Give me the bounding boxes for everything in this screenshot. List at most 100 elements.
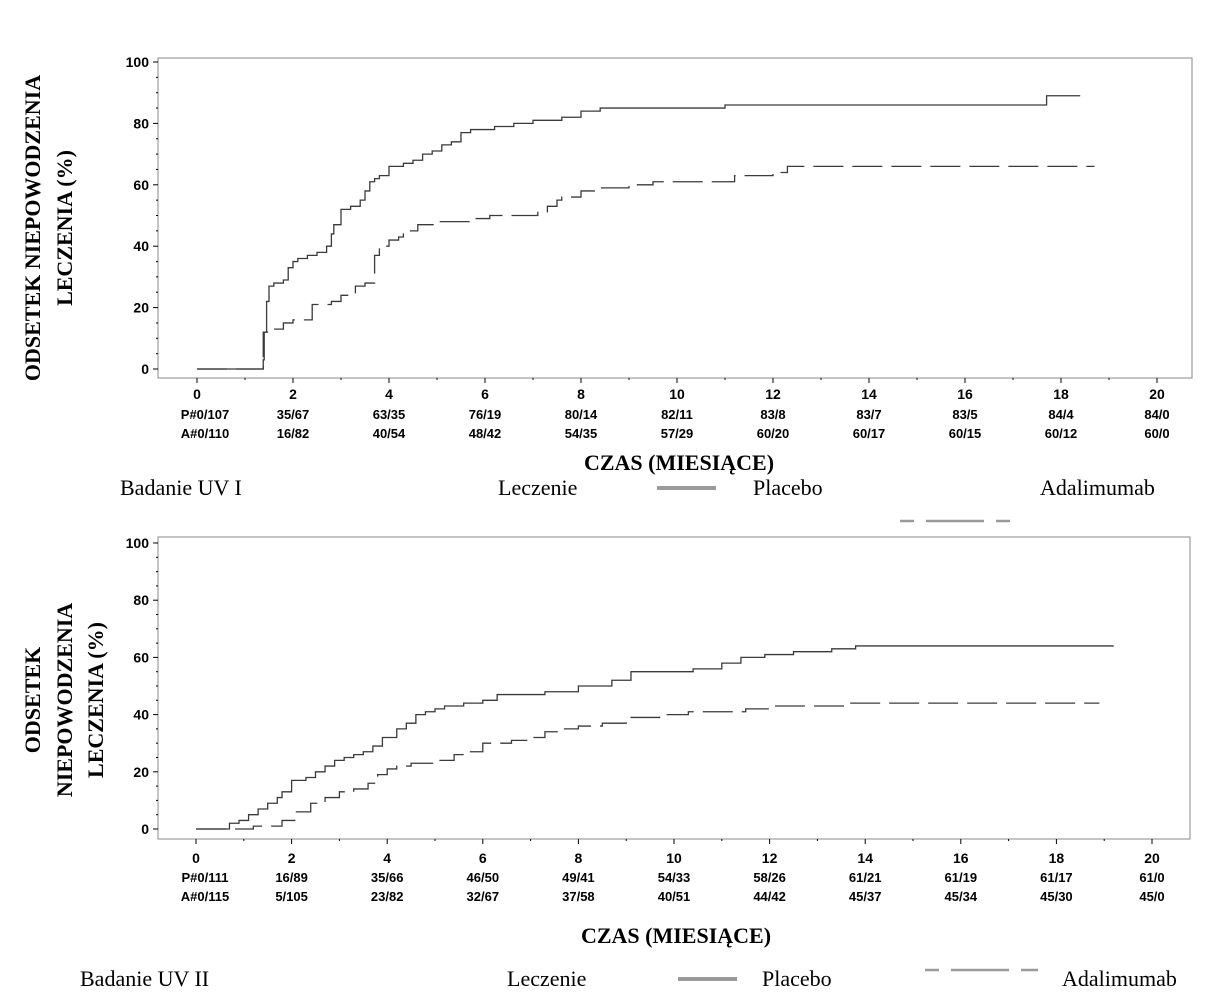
plot-frame bbox=[157, 536, 1191, 840]
risk-cell: 60/15 bbox=[949, 426, 982, 441]
y-tick-label: 20 bbox=[133, 764, 149, 780]
risk-cell: 45/30 bbox=[1040, 889, 1073, 904]
risk-cell: 5/105 bbox=[275, 889, 308, 904]
legend-entry-adalimumab: Adalimumab bbox=[1062, 966, 1177, 991]
y-tick-label: 0 bbox=[141, 361, 149, 377]
x-axis-title: CZAS (MIESIĄCE) bbox=[581, 923, 771, 948]
risk-cell: 76/19 bbox=[469, 407, 502, 422]
risk-cell: 84/4 bbox=[1048, 407, 1074, 422]
x-tick-label: 16 bbox=[957, 386, 973, 402]
risk-row-label: P#0/111 bbox=[182, 870, 229, 885]
risk-cell: 84/0 bbox=[1144, 407, 1169, 422]
y-axis-title-line: LECZENIA (%) bbox=[83, 622, 108, 778]
risk-cell: 49/41 bbox=[562, 870, 595, 885]
x-tick-label: 20 bbox=[1144, 850, 1160, 866]
risk-cell: 63/35 bbox=[373, 407, 406, 422]
x-tick-label: 18 bbox=[1049, 850, 1065, 866]
risk-row-label: P#0/107 bbox=[181, 407, 229, 422]
y-tick-label: 40 bbox=[133, 707, 149, 723]
risk-cell: 40/51 bbox=[658, 889, 691, 904]
risk-row-label: A#0/110 bbox=[181, 426, 229, 441]
y-axis-title-line: ODSETEK NIEPOWODZENIA bbox=[20, 75, 45, 381]
x-tick-label: 10 bbox=[666, 850, 682, 866]
risk-cell: 35/67 bbox=[277, 407, 310, 422]
y-tick-label: 0 bbox=[141, 821, 149, 837]
legend-title: Leczenie bbox=[498, 475, 577, 500]
y-tick-label: 100 bbox=[126, 54, 150, 70]
legend-title: Leczenie bbox=[507, 966, 586, 991]
risk-cell: 61/21 bbox=[849, 870, 882, 885]
x-tick-label: 18 bbox=[1053, 386, 1069, 402]
risk-cell: 16/89 bbox=[275, 870, 308, 885]
x-tick-label: 4 bbox=[385, 386, 393, 402]
x-tick-label: 4 bbox=[383, 850, 391, 866]
x-tick-label: 6 bbox=[481, 386, 489, 402]
x-tick-label: 12 bbox=[762, 850, 778, 866]
risk-cell: 82/11 bbox=[661, 407, 693, 422]
risk-row-label: A#0/115 bbox=[181, 889, 229, 904]
risk-cell: 60/20 bbox=[757, 426, 790, 441]
chart-1: 0 20 40 60 80 100 0 2 4 6 8 10 12 14 16 18 20 P#0/107 35/6… bbox=[20, 54, 1193, 523]
risk-cell: 37/58 bbox=[562, 889, 595, 904]
study-label: Badanie UV I bbox=[120, 475, 242, 500]
x-tick-label: 14 bbox=[861, 386, 877, 402]
y-axis-title-line: NIEPOWODZENIA bbox=[52, 603, 77, 797]
y-tick-label: 80 bbox=[133, 115, 149, 131]
risk-cell: 32/67 bbox=[467, 889, 500, 904]
risk-cell: 61/17 bbox=[1040, 870, 1073, 885]
y-tick-label: 100 bbox=[126, 535, 150, 551]
risk-cell: 44/42 bbox=[753, 889, 786, 904]
risk-cell: 23/82 bbox=[371, 889, 404, 904]
y-tick-label: 40 bbox=[133, 238, 149, 254]
risk-cell: 60/12 bbox=[1045, 426, 1078, 441]
risk-cell: 54/33 bbox=[658, 870, 691, 885]
risk-cell: 54/35 bbox=[565, 426, 598, 441]
risk-cell: 58/26 bbox=[753, 870, 786, 885]
risk-cell: 48/42 bbox=[469, 426, 502, 441]
risk-cell: 45/37 bbox=[849, 889, 882, 904]
y-axis-title-line: ODSETEK bbox=[20, 647, 45, 753]
risk-cell: 45/34 bbox=[945, 889, 978, 904]
risk-cell: 35/66 bbox=[371, 870, 404, 885]
x-tick-label: 16 bbox=[953, 850, 969, 866]
x-tick-label: 20 bbox=[1149, 386, 1165, 402]
x-tick-label: 8 bbox=[577, 386, 585, 402]
series-line-adalimumab bbox=[197, 165, 1095, 370]
x-axis-title: CZAS (MIESIĄCE) bbox=[584, 450, 774, 475]
x-tick-label: 12 bbox=[765, 386, 781, 402]
risk-cell: 60/0 bbox=[1144, 426, 1169, 441]
risk-cell: 83/7 bbox=[856, 407, 881, 422]
x-tick-label: 10 bbox=[669, 386, 685, 402]
plot-frame bbox=[157, 57, 1193, 379]
series-line-placebo bbox=[197, 95, 1081, 370]
risk-cell: 83/5 bbox=[952, 407, 977, 422]
study-label: Badanie UV II bbox=[80, 966, 209, 991]
risk-cell: 60/17 bbox=[853, 426, 886, 441]
series-line-adalimumab bbox=[196, 702, 1100, 830]
risk-cell: 46/50 bbox=[467, 870, 500, 885]
legend-entry-placebo: Placebo bbox=[762, 966, 832, 991]
y-axis-title-line: LECZENIA (%) bbox=[52, 150, 77, 306]
legend-entry-adalimumab: Adalimumab bbox=[1040, 475, 1155, 500]
legend-entry-placebo: Placebo bbox=[753, 475, 823, 500]
risk-cell: 61/19 bbox=[945, 870, 978, 885]
risk-cell: 83/8 bbox=[760, 407, 785, 422]
x-tick-label: 0 bbox=[193, 386, 201, 402]
risk-cell: 61/0 bbox=[1139, 870, 1164, 885]
series-line-placebo bbox=[196, 645, 1114, 830]
x-tick-label: 6 bbox=[479, 850, 487, 866]
y-tick-label: 60 bbox=[133, 649, 149, 665]
x-tick-label: 0 bbox=[192, 850, 200, 866]
risk-cell: 57/29 bbox=[661, 426, 694, 441]
risk-cell: 40/54 bbox=[373, 426, 406, 441]
risk-cell: 45/0 bbox=[1139, 889, 1164, 904]
chart-2: 0 20 40 60 80 100 0 2 4 6 8 10 12 14 16 18 20 P#0/111 16/8… bbox=[20, 535, 1191, 991]
y-tick-label: 80 bbox=[133, 592, 149, 608]
x-tick-label: 2 bbox=[288, 850, 296, 866]
risk-cell: 80/14 bbox=[565, 407, 598, 422]
y-tick-label: 20 bbox=[133, 300, 149, 316]
x-tick-label: 14 bbox=[857, 850, 873, 866]
risk-cell: 16/82 bbox=[277, 426, 310, 441]
